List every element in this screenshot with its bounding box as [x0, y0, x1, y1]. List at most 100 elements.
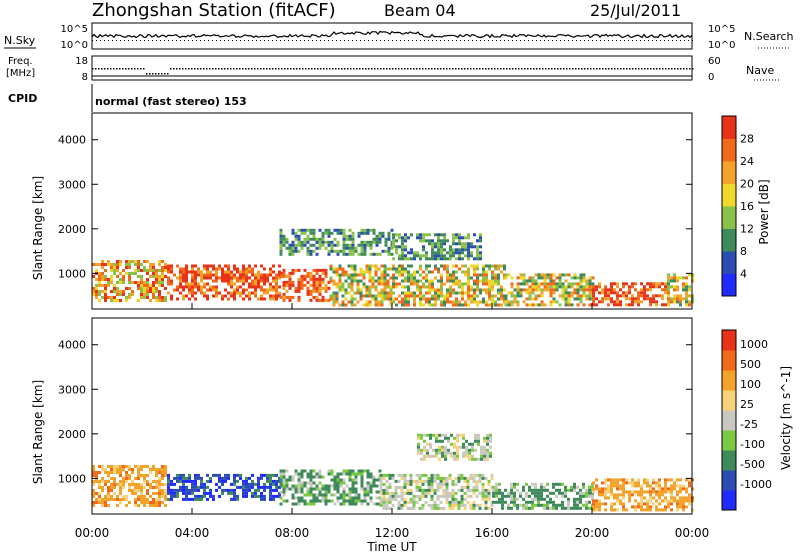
echo-cell [434, 251, 437, 255]
echo-cell [436, 506, 440, 510]
echo-cell [460, 485, 464, 489]
echo-cell [380, 279, 384, 283]
echo-cell [598, 300, 601, 304]
echo-cell [434, 297, 437, 301]
echo-cell [282, 283, 286, 287]
echo-cell [297, 240, 301, 244]
echo-cell [510, 285, 514, 289]
echo-cell [394, 491, 398, 495]
y-tick-label: 4000 [58, 339, 86, 352]
echo-cell [131, 492, 134, 495]
echo-cell [92, 474, 95, 477]
freq-dot [209, 68, 211, 70]
echo-cell [428, 285, 431, 289]
echo-cell [242, 276, 245, 280]
echo-cell [438, 445, 441, 449]
echo-cell [404, 279, 407, 283]
echo-cell [374, 270, 378, 274]
echo-cell [348, 252, 352, 256]
echo-cell [489, 433, 492, 437]
echo-cell [306, 289, 310, 293]
freq-dot [170, 68, 172, 70]
noise-search-dot [188, 40, 189, 41]
echo-cell [564, 485, 567, 489]
echo-cell [466, 500, 470, 504]
echo-cell [257, 297, 260, 301]
echo-cell [422, 236, 425, 240]
echo-cell [158, 278, 161, 281]
echo-cell [607, 294, 610, 298]
echo-cell [206, 491, 209, 495]
echo-cell [422, 294, 425, 298]
echo-cell [143, 269, 146, 272]
echo-cell [682, 297, 685, 301]
echo-cell [670, 285, 673, 289]
noise-search-dot [616, 40, 617, 41]
freq-dot [506, 68, 508, 70]
echo-cell [233, 476, 236, 480]
echo-cell [359, 294, 363, 298]
echo-cell [300, 475, 304, 479]
echo-cell [306, 228, 310, 232]
echo-cell [531, 488, 534, 492]
echo-cell [423, 454, 426, 458]
echo-cell [486, 454, 489, 458]
echo-cell [443, 248, 446, 252]
echo-cell [588, 297, 592, 301]
echo-cell [288, 487, 292, 491]
echo-cell [604, 496, 607, 500]
freq-dot [305, 68, 307, 70]
freq-dot [260, 68, 262, 70]
echo-cell [242, 297, 245, 301]
echo-cell [637, 505, 640, 509]
echo-cell [339, 493, 343, 497]
echo-cell [448, 473, 452, 477]
echo-cell [407, 236, 410, 240]
echo-cell [673, 279, 676, 283]
echo-cell [436, 485, 440, 489]
echo-cell [379, 491, 383, 495]
noise-search-dot [172, 40, 173, 41]
echo-cell [655, 300, 658, 304]
noise-search-dot [480, 40, 481, 41]
echo-cell [377, 291, 381, 295]
echo-cell [369, 490, 373, 494]
echo-cell [386, 294, 390, 298]
noise-search-dot [588, 40, 589, 41]
freq-dot [254, 68, 256, 70]
noise-sky-trace [91, 30, 693, 41]
echo-cell [476, 239, 479, 243]
freq-dot [233, 68, 235, 70]
echo-cell [92, 468, 95, 471]
echo-cell [452, 254, 455, 258]
echo-cell [353, 279, 357, 283]
echo-cell [588, 279, 592, 283]
echo-cell [263, 482, 266, 486]
echo-cell [555, 300, 559, 304]
echo-cell [347, 276, 351, 280]
echo-cell [462, 442, 465, 446]
echo-cell [582, 303, 586, 307]
noise-search-dot [320, 40, 321, 41]
echo-cell [485, 270, 488, 274]
echo-cell [483, 454, 486, 458]
echo-cell [339, 496, 343, 500]
echo-cell [209, 285, 212, 289]
echo-cell [670, 493, 673, 497]
echo-cell [546, 500, 549, 504]
echo-cell [315, 246, 319, 250]
echo-cell [401, 267, 404, 271]
echo-cell [592, 502, 595, 506]
echo-cell [446, 270, 449, 274]
echo-cell [279, 481, 283, 485]
echo-cell [528, 291, 532, 295]
echo-cell [125, 465, 128, 468]
noise-search-dot [232, 40, 233, 41]
echo-cell [161, 296, 164, 299]
echo-cell [476, 264, 479, 268]
echo-cell [260, 264, 263, 268]
echo-cell [182, 479, 185, 483]
echo-cell [463, 476, 467, 480]
echo-cell [251, 485, 254, 489]
